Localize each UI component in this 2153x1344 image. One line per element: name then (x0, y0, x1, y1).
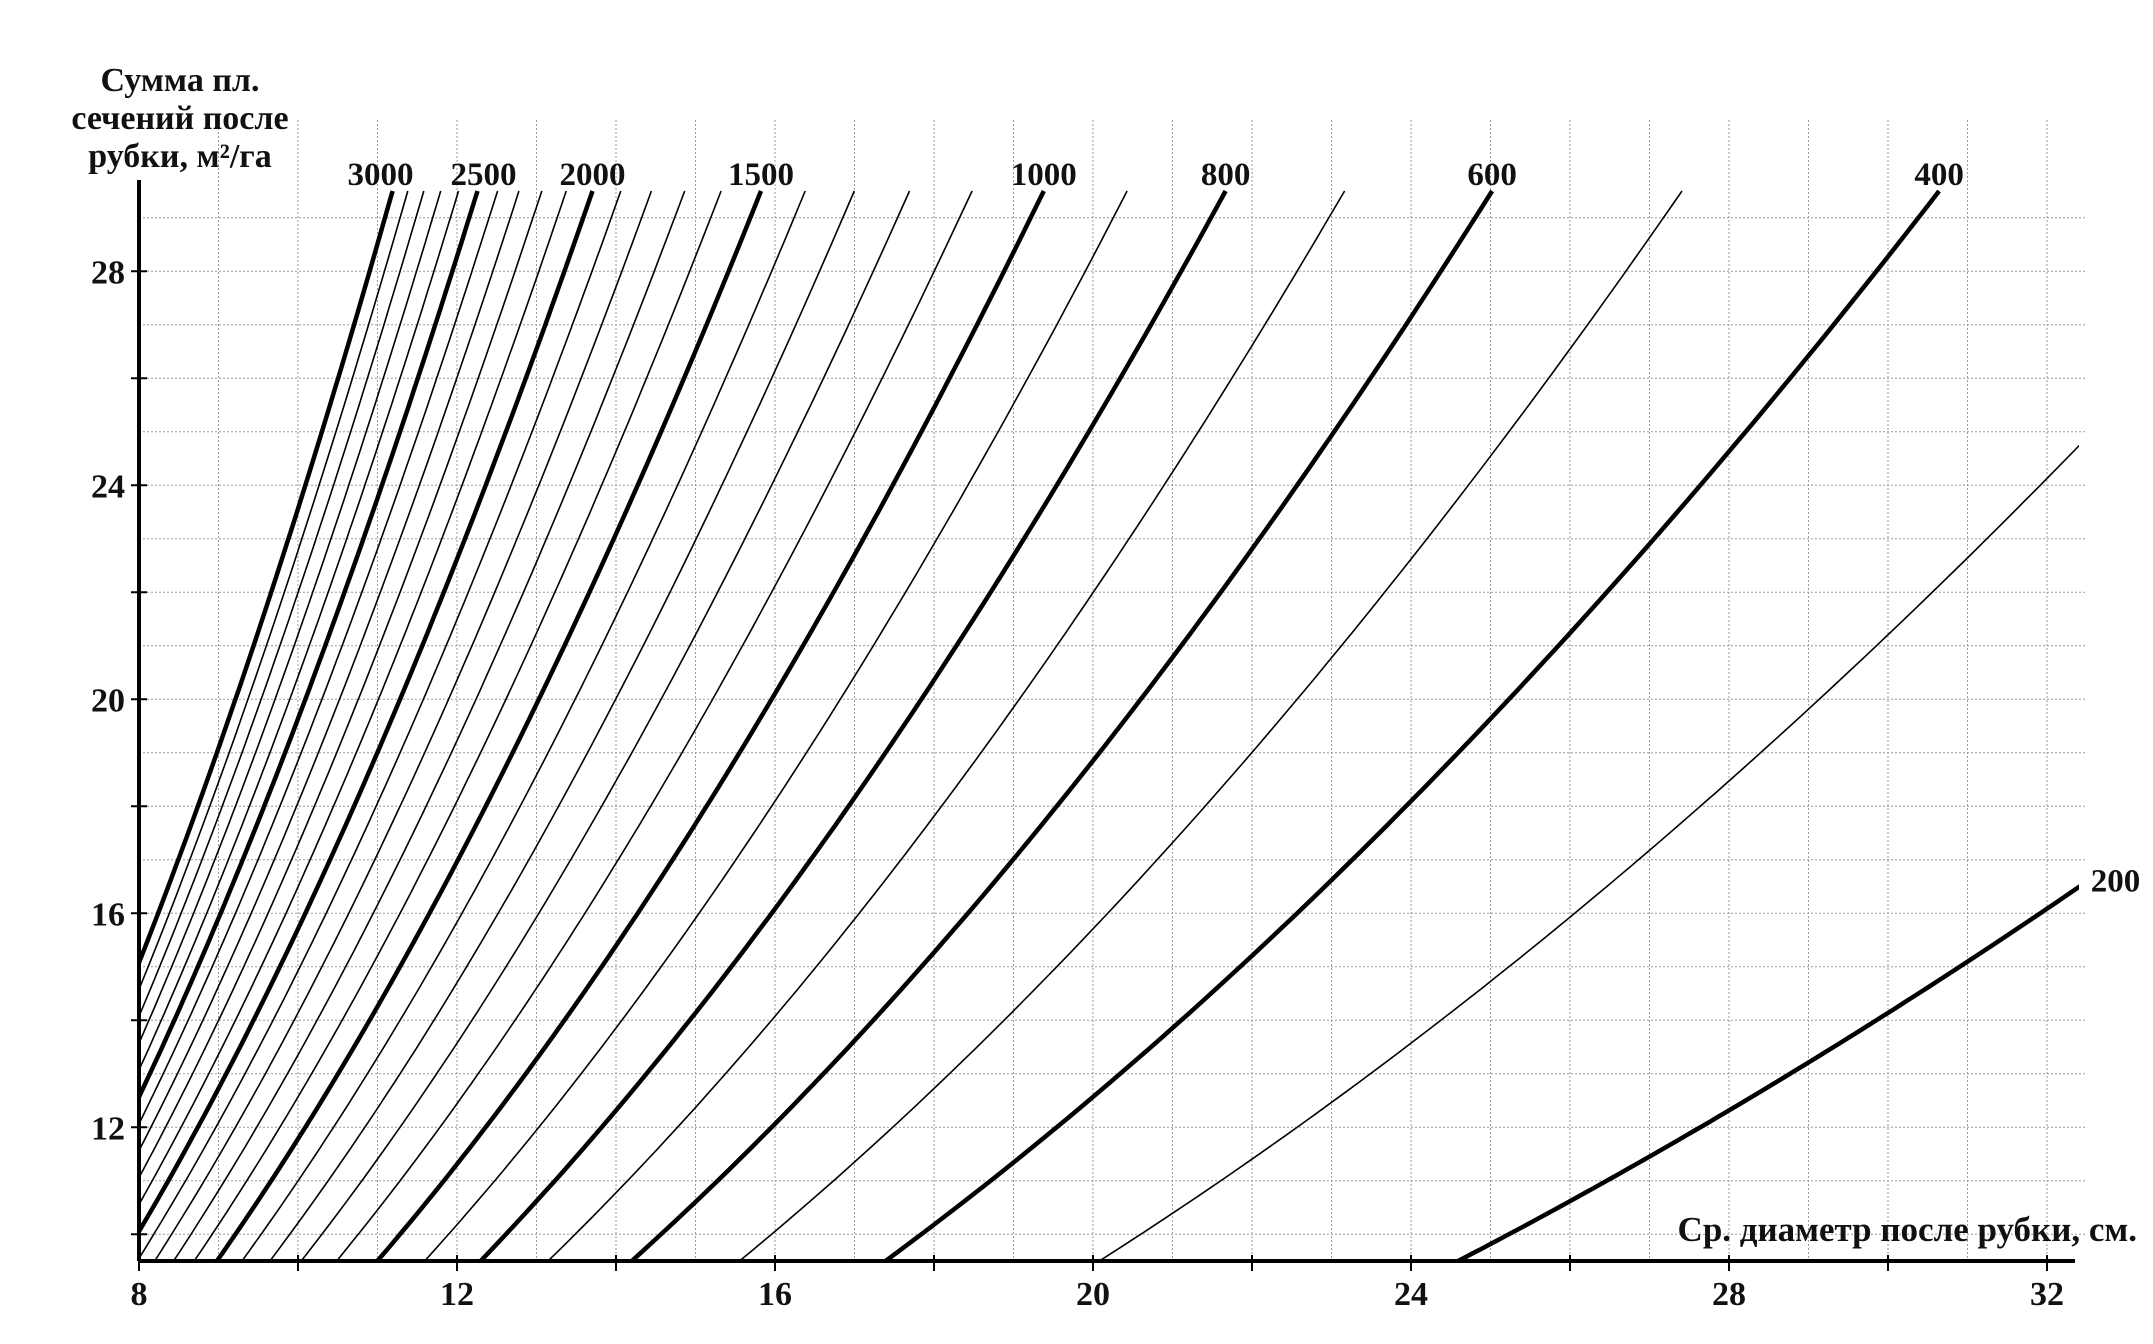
curve-line (375, 190, 1046, 1261)
curve-line (1457, 884, 2079, 1261)
axes (131, 180, 2075, 1271)
curve-label: 200 (2091, 864, 2141, 900)
curve-label: 800 (1201, 157, 1251, 193)
x-tick-label: 32 (2030, 1276, 2064, 1313)
y-axis-title: Сумма пл. сечений после рубки, м²/га (30, 62, 330, 176)
curve-line (139, 190, 543, 1180)
curve-line (139, 190, 409, 992)
y-axis-title-line: рубки, м²/га (88, 138, 272, 175)
curve-label: 600 (1467, 157, 1517, 193)
curve-line (1098, 444, 2079, 1261)
curve-label: 1000 (1011, 157, 1077, 193)
curve-label: 1500 (728, 157, 794, 193)
curve-line (336, 190, 973, 1261)
x-tick-label: 8 (131, 1276, 148, 1313)
curve-label: 2500 (450, 157, 516, 193)
curve-line (139, 190, 460, 1072)
x-tick-label: 28 (1712, 1276, 1746, 1313)
curve-group (139, 189, 2079, 1261)
curve-line (139, 190, 499, 1126)
curve-label: 2000 (559, 157, 625, 193)
curve-label: 3000 (348, 157, 414, 193)
x-tick-label: 20 (1076, 1276, 1110, 1313)
curve-line (738, 190, 1683, 1261)
curve-line (139, 190, 480, 1103)
grid-lines (139, 120, 2087, 1261)
curve-line (424, 190, 1128, 1261)
curve-line (478, 189, 1228, 1261)
curve-line (139, 190, 595, 1236)
y-tick-label: 12 (91, 1110, 125, 1147)
y-axis-title-line: сечений после (71, 100, 289, 137)
curve-line (154, 190, 653, 1261)
curve-line (139, 190, 622, 1260)
y-tick-label: 20 (91, 682, 125, 719)
x-tick-label: 24 (1394, 1276, 1428, 1313)
curve-line (139, 190, 395, 969)
y-tick-label: 28 (91, 254, 125, 291)
y-axis-title-line: Сумма пл. (100, 62, 260, 99)
curve-line (139, 190, 567, 1207)
x-tick-label: 12 (440, 1276, 474, 1313)
curve-line (139, 190, 520, 1153)
curve-line (172, 190, 686, 1261)
curve-line (300, 190, 911, 1261)
curve-line (139, 190, 425, 1019)
curve-line (215, 190, 764, 1261)
curve-line (630, 189, 1495, 1261)
curve-line (193, 190, 722, 1261)
x-tick-label: 16 (758, 1276, 792, 1313)
curve-line (241, 190, 806, 1261)
curve-labels: 3000 2500 2000 1500 1000 800 600 400 200 (348, 157, 2141, 900)
y-tick-label: 24 (91, 468, 125, 505)
curve-line (884, 189, 1941, 1261)
y-tick-label: 16 (91, 896, 125, 933)
curve-line (547, 190, 1346, 1261)
curve-line (139, 190, 442, 1046)
x-axis-title: Ср. диаметр после рубки, см. (1677, 1210, 2137, 1249)
tick-labels: 8 12 16 20 24 28 32 12 16 20 24 28 (91, 254, 2064, 1313)
curve-label: 400 (1914, 157, 1964, 193)
curve-line (269, 190, 856, 1261)
